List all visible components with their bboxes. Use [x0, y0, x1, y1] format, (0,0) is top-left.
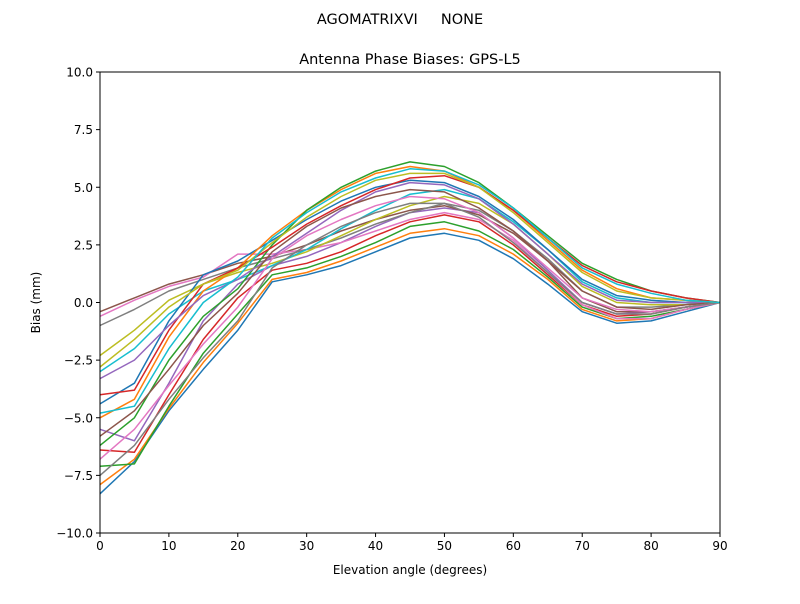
x-tick-label: 60 [506, 539, 521, 553]
y-tick-label: 10.0 [66, 66, 93, 80]
series-line-5 [99, 207, 721, 442]
x-axis: 0 10 20 30 40 50 60 70 80 90 [96, 533, 728, 553]
series-line-15 [99, 181, 720, 380]
x-tick-label: 90 [712, 539, 727, 553]
x-tick-label: 10 [161, 539, 176, 553]
series-line-19 [99, 172, 721, 368]
x-tick-label: 50 [437, 539, 452, 553]
chart-title: Antenna Phase Biases: GPS-L5 [299, 52, 521, 68]
series-line-3 [99, 221, 721, 467]
series-lines [99, 161, 721, 495]
y-tick-label: 5.0 [74, 181, 93, 195]
y-tick-label: 0.0 [74, 296, 93, 310]
series-line-18 [99, 202, 721, 476]
x-tick-label: 0 [96, 539, 104, 553]
figure-suptitle: AGOMATRIXVI NONE [317, 12, 483, 28]
y-tick-label: −10.0 [56, 527, 93, 541]
y-axis-label: Bias (mm) [29, 272, 43, 334]
series-line-12 [99, 165, 721, 419]
y-tick-label: −7.5 [64, 469, 93, 483]
y-tick-label: 7.5 [74, 123, 93, 137]
x-tick-label: 40 [368, 539, 383, 553]
series-line-14 [99, 174, 721, 396]
series-line-1 [99, 232, 721, 495]
y-tick-label: 2.5 [74, 238, 93, 252]
series-line-20 [99, 168, 721, 414]
y-axis: −10.0 −7.5 −5.0 −2.5 0.0 2.5 5.0 7.5 10.0 [56, 66, 100, 541]
series-line-2 [99, 227, 721, 486]
x-tick-label: 70 [575, 539, 590, 553]
x-tick-label: 20 [230, 539, 245, 553]
y-tick-label: −5.0 [64, 411, 93, 425]
series-line-17 [99, 195, 721, 460]
series-line-9 [99, 195, 721, 357]
x-axis-label: Elevation angle (degrees) [333, 563, 487, 577]
series-line-11 [99, 179, 720, 405]
series-line-7 [99, 211, 721, 320]
series-line-13 [99, 161, 721, 446]
x-tick-label: 80 [643, 539, 658, 553]
x-tick-label: 30 [299, 539, 314, 553]
series-line-4 [99, 214, 721, 454]
series-line-16 [99, 188, 721, 437]
y-tick-label: −2.5 [64, 354, 93, 368]
